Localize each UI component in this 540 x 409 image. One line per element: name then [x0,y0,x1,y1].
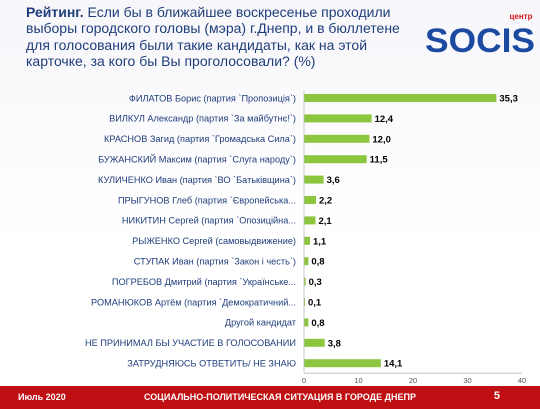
bar [304,94,497,102]
bar [304,236,310,245]
category-label: НЕ ПРИНИМАЛ БЫ УЧАСТИЕ В ГОЛОСОВАНИИ [85,338,296,348]
category-label: НИКИТИН Сергей (партия `Опозиційна... [122,216,296,226]
value-label: 2,1 [318,216,332,227]
value-label: 0,3 [309,277,322,288]
value-label: 0,8 [311,318,324,329]
bars [304,94,497,368]
value-label: 3,6 [327,175,340,186]
category-label: КУЛИЧЕНКО Иван (партия `ВО `Батьківщина`… [98,175,296,185]
category-label: ВИЛКУЛ Александр (партия `За майбутнє!`) [109,114,296,124]
x-axis: 0 10 20 30 40 [302,90,526,385]
category-label: ФИЛАТОВ Борис (партия `Пропозиція`) [129,93,296,103]
value-labels: 35,3 12,4 12,0 11,5 3,6 2,2 2,1 1,1 0,8 0,3 0,1 0,8… [308,94,518,370]
bar [304,359,381,368]
category-label: БУЖАНСКИЙ Максим (партия `Слуга народу`) [98,154,296,165]
bar [304,216,316,225]
category-label: РЫЖЕНКО Сергей (самовыдвижение) [132,236,296,246]
x-tick-label: 40 [518,376,526,385]
value-label: 11,5 [370,155,389,166]
footer-date: Июль 2020 [18,392,66,402]
category-label: КРАСНОВ Загид (партия `Громадська Сила`) [104,134,296,144]
page-number: 5 [493,390,500,402]
value-label: 12,0 [372,134,391,145]
socis-logo: центр SOCIS [425,12,535,58]
value-label: 35,3 [499,94,518,105]
category-labels: ФИЛАТОВ Борис (партия `Пропозиція`) ВИЛКУ… [85,93,297,368]
bar [304,196,316,204]
category-label: ПРЫГУНОВ Глеб (партия `Європейська... [118,195,296,205]
value-label: 0,1 [308,298,322,309]
question-text: Рейтинг. Если бы в ближайшее воскресенье… [26,4,421,69]
bar [304,175,324,184]
x-tick-label: 10 [354,376,362,385]
bar [304,257,309,266]
bar [304,318,309,327]
bar [304,338,325,347]
category-label: РОМАНЮКОВ Артём (партия `Демократичний..… [91,297,296,307]
category-label: СТУПАК Иван (партия `Закон і честь`) [134,257,296,267]
value-label: 1,1 [313,236,327,247]
value-label: 3,8 [328,338,341,349]
rating-bar-chart: ФИЛАТОВ Борис (партия `Пропозиція`) ВИЛКУ… [85,90,526,385]
logo-small-text: центр [509,12,532,21]
value-label: 12,4 [375,114,394,125]
value-label: 14,1 [384,359,403,370]
x-tick-label: 20 [409,376,417,385]
bar [304,134,370,143]
question-lead: Рейтинг. [26,4,84,20]
value-label: 2,2 [319,196,332,207]
category-label: ЗАТРУДНЯЮСЬ ОТВЕТИТЬ/ НЕ ЗНАЮ [127,359,296,369]
bar [304,298,305,306]
x-tick-label: 0 [302,376,306,385]
footer-title: СОЦИАЛЬНО-ПОЛИТИЧЕСКАЯ СИТУАЦИЯ В ГОРОДЕ… [144,392,416,402]
category-label: Другой кандидат [225,318,297,328]
footer-bar: Июль 2020 СОЦИАЛЬНО-ПОЛИТИЧЕСКАЯ СИТУАЦИ… [0,386,540,409]
bar [304,277,306,286]
bar [304,114,372,123]
question-body: Если бы в ближайшее воскресенье проходил… [26,4,400,69]
bar [304,155,367,164]
category-label: ПОГРЕБОВ Дмитрий (партия `Українське... [112,277,296,287]
logo-brand-text: SOCIS [425,22,535,58]
value-label: 0,8 [311,257,324,268]
x-tick-label: 30 [463,376,471,385]
